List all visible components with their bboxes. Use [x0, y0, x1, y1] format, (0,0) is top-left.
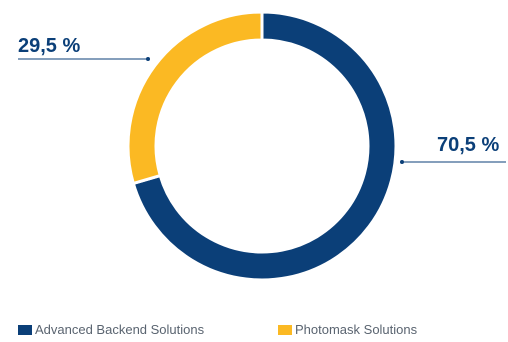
donut-chart: 70,5 % 29,5 %: [18, 10, 506, 282]
legend-swatch-advanced-backend: [18, 324, 32, 335]
callout-dot-0: [400, 160, 404, 164]
legend-swatch-photomask: [278, 324, 292, 335]
legend: Advanced Backend Solutions Photomask Sol…: [18, 322, 498, 342]
slice-photomask-solutions: [126, 10, 264, 186]
callout-dot-1: [146, 57, 150, 61]
slice-advanced-backend-solutions: [131, 10, 398, 282]
legend-label-advanced-backend: Advanced Backend Solutions: [35, 322, 205, 337]
donut-slices: [126, 10, 398, 282]
legend-item-photomask: Photomask Solutions: [278, 322, 417, 337]
data-label-0: 70,5 %: [437, 134, 499, 156]
callouts: 70,5 % 29,5 %: [18, 35, 506, 164]
data-label-1: 29,5 %: [18, 35, 80, 57]
legend-item-advanced-backend: Advanced Backend Solutions: [18, 322, 204, 337]
legend-label-photomask: Photomask Solutions: [295, 322, 418, 337]
